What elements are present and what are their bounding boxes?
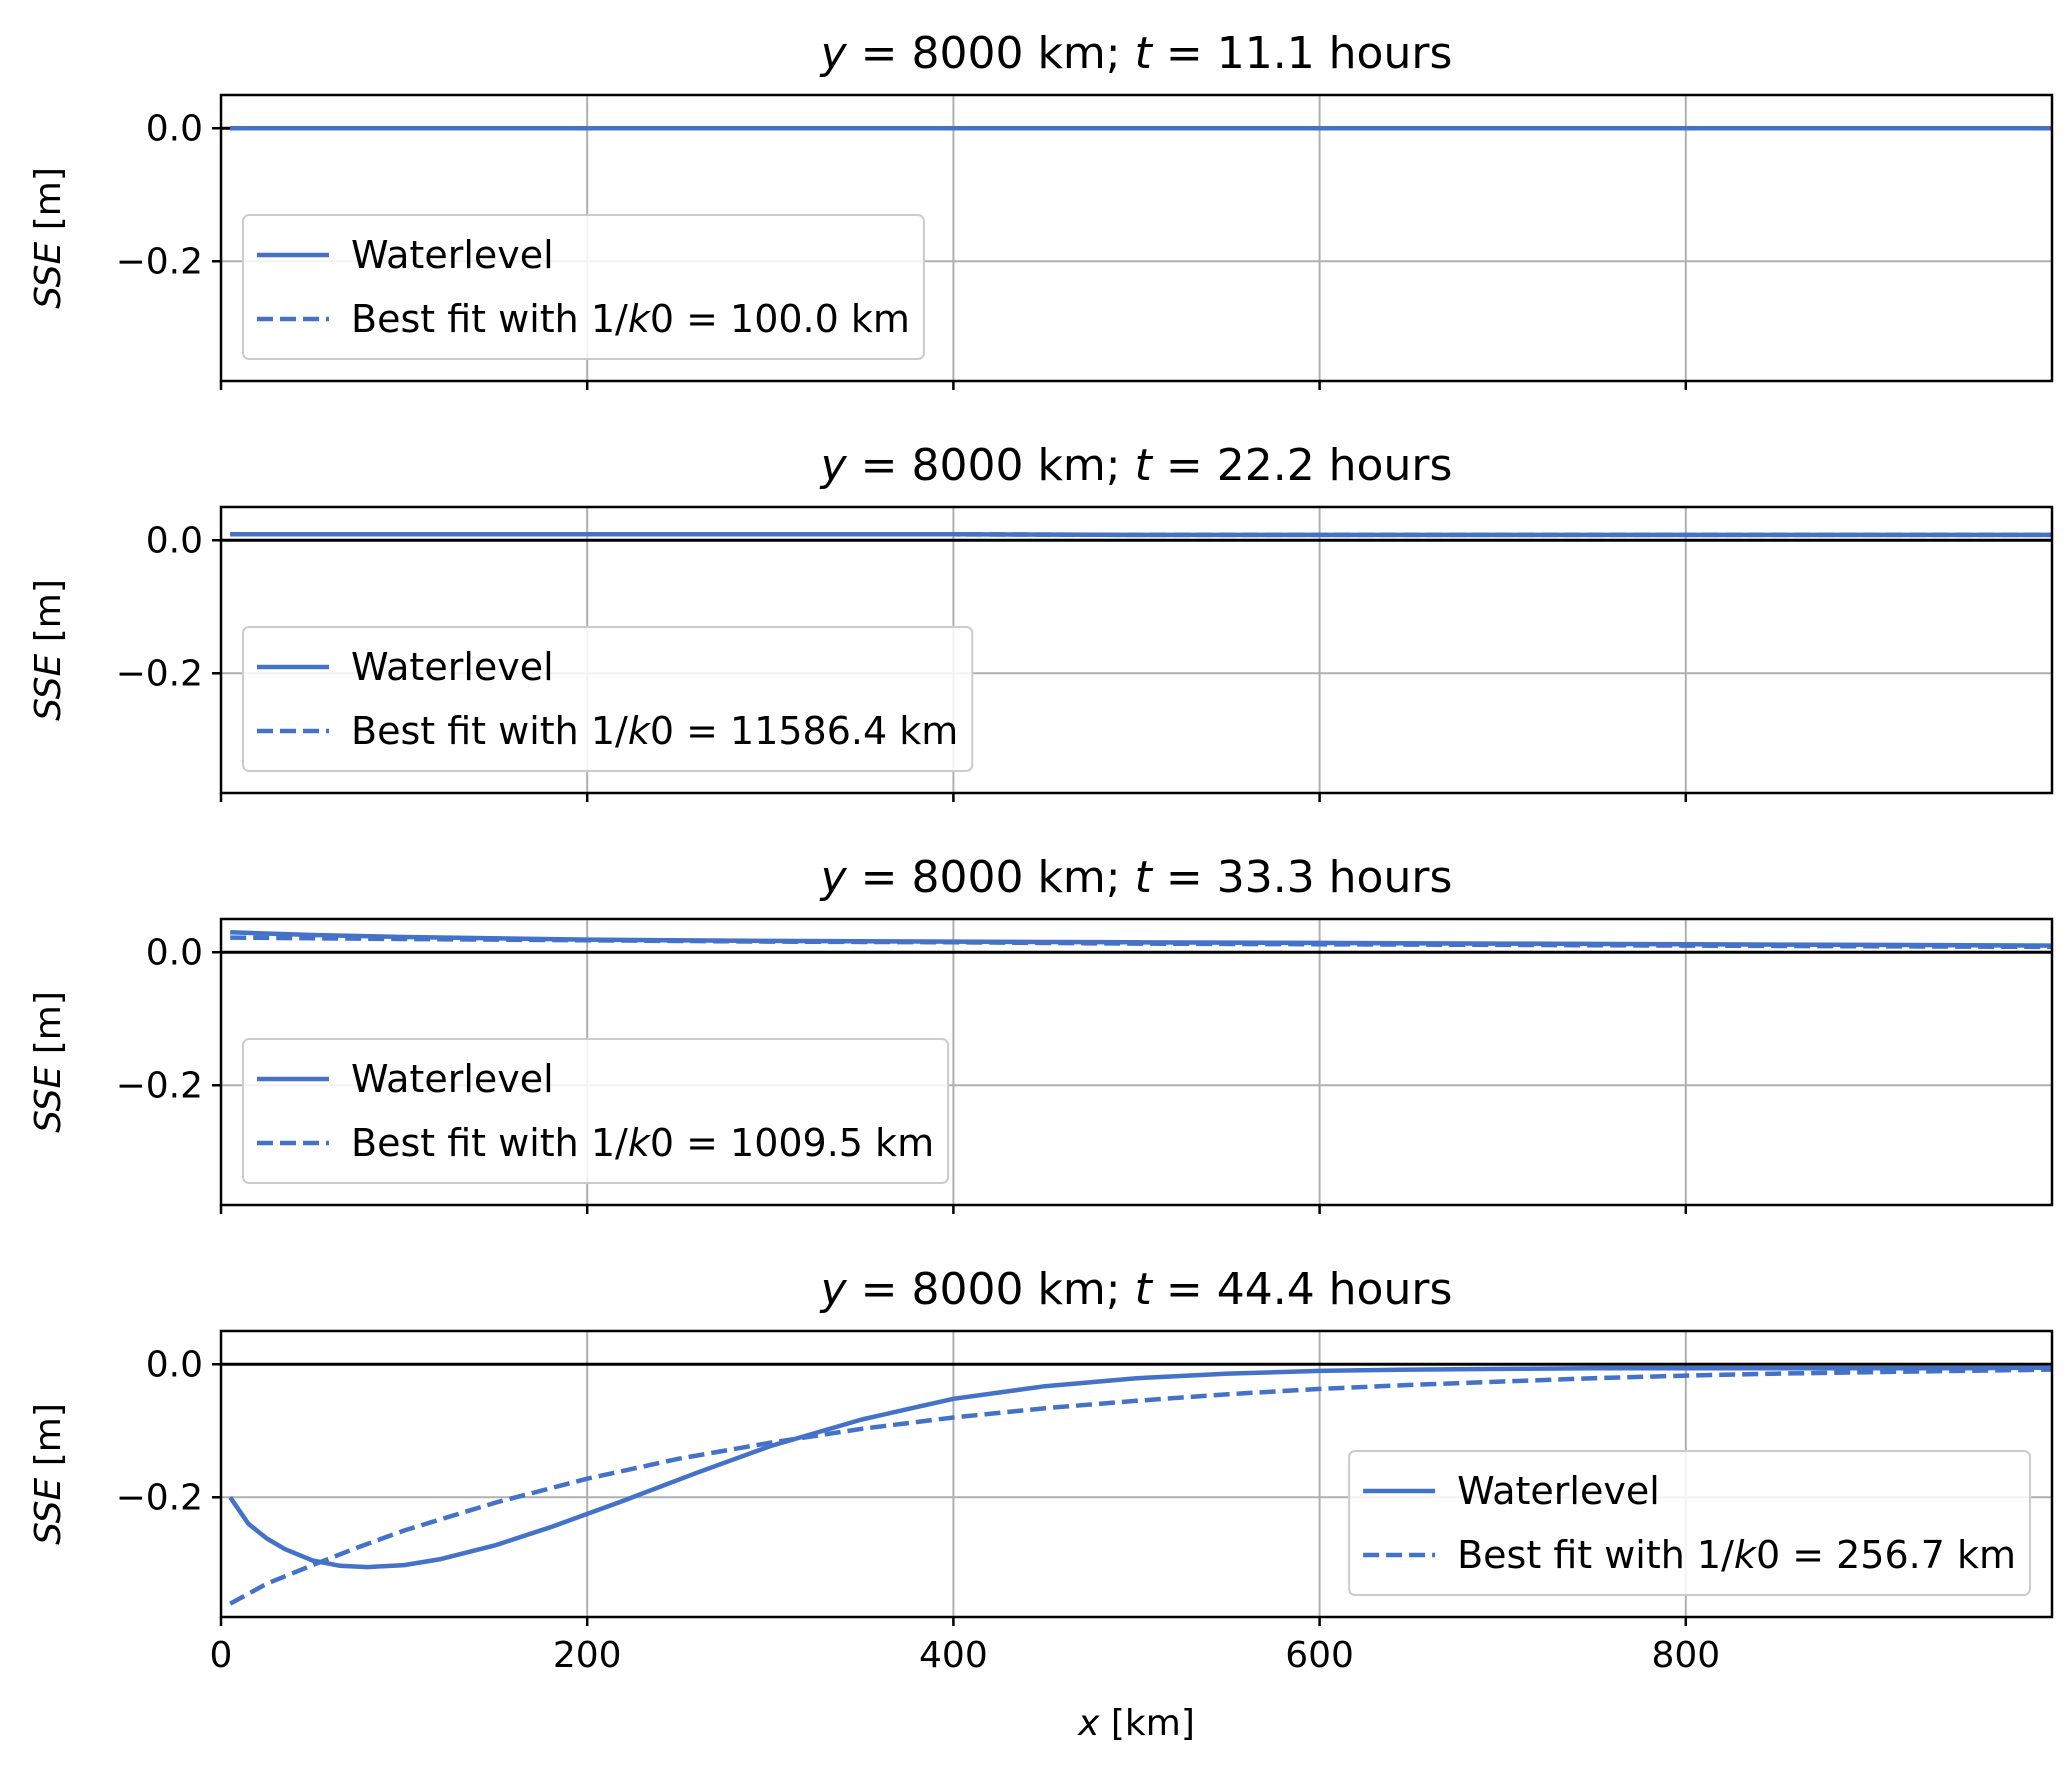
title-var-t: t	[1135, 28, 1154, 79]
series-line-best-fit	[230, 532, 2052, 538]
y-axis-label: SSE [m]	[28, 167, 69, 309]
title-text-t: = 33.3 hours	[1152, 852, 1453, 903]
x-tick-label: 0	[210, 1635, 233, 1676]
y-axis-label: SSE [m]	[28, 991, 69, 1133]
y-axis-label: SSE [m]	[28, 1403, 69, 1545]
legend: Waterlevel Best fit with 1/k0 = 100.0 km	[242, 214, 925, 360]
subplot-title: y = 8000 km; t = 11.1 hours	[819, 28, 1453, 79]
legend-text-var: k	[628, 709, 652, 753]
series-line-best-fit	[230, 935, 2052, 950]
legend: Waterlevel Best fit with 1/k0 = 11586.4 k…	[242, 626, 974, 772]
legend-text-pre: Best fit with 1/	[351, 709, 628, 753]
title-text-t: = 11.1 hours	[1152, 28, 1453, 79]
legend-text-post: 0 = 256.7 km	[1756, 1533, 2016, 1577]
plot-frame	[219, 505, 2054, 795]
y-tick-label: 0.0	[146, 1344, 203, 1385]
title-var-t: t	[1135, 440, 1154, 491]
title-var-y: y	[819, 28, 848, 79]
x-axis-label-var: x	[1077, 1703, 1100, 1744]
y-tick-label: 0.0	[146, 108, 203, 149]
legend-text-post: 0 = 100.0 km	[650, 297, 910, 341]
legend-box	[1348, 1450, 2031, 1596]
y-axis-label-unit: [m]	[28, 579, 69, 654]
legend-label-waterlevel: Waterlevel	[351, 1057, 554, 1101]
title-var-y: y	[819, 440, 848, 491]
title-text-y: = 8000 km;	[847, 440, 1135, 491]
y-axis-label-unit: [m]	[28, 991, 69, 1066]
legend-label-best-fit: Best fit with 1/k0 = 100.0 km	[351, 297, 910, 341]
title-var-t: t	[1135, 852, 1154, 903]
y-tick-label: 0.0	[146, 520, 203, 561]
legend-box	[242, 1038, 950, 1184]
series-line-best-fit	[229, 1367, 2052, 1606]
legend-label-best-fit: Best fit with 1/k0 = 11586.4 km	[351, 709, 958, 753]
legend-label-best-fit: Best fit with 1/k0 = 1009.5 km	[351, 1121, 934, 1165]
legend-label-waterlevel: Waterlevel	[351, 233, 554, 277]
y-tick-label: 0.0	[146, 932, 203, 973]
subplot-title: y = 8000 km; t = 44.4 hours	[819, 1264, 1453, 1315]
y-axis-label: SSE [m]	[28, 579, 69, 721]
plot-frame	[219, 917, 2054, 1207]
subplot-2: y = 8000 km; t = 22.2 hours 0.0 −0.2 SSE [m…	[28, 440, 2054, 802]
legend-text-pre: Best fit with 1/	[351, 1121, 628, 1165]
series-line-waterlevel	[228, 1365, 2052, 1570]
legend-label-waterlevel: Waterlevel	[351, 645, 554, 689]
x-tick-label: 400	[919, 1635, 988, 1676]
y-tick-label: −0.2	[116, 1477, 203, 1518]
y-axis-label-var: SSE	[28, 1065, 69, 1132]
title-text-y: = 8000 km;	[847, 852, 1135, 903]
subplot-title: y = 8000 km; t = 22.2 hours	[819, 440, 1453, 491]
y-axis-label-var: SSE	[28, 1477, 69, 1544]
title-var-t: t	[1135, 1264, 1154, 1315]
legend-text-post: 0 = 11586.4 km	[650, 709, 958, 753]
x-tick-label: 800	[1651, 1635, 1720, 1676]
legend-label-waterlevel: Waterlevel	[1457, 1469, 1660, 1513]
y-tick-label: −0.2	[116, 241, 203, 282]
legend-text-pre: Best fit with 1/	[1457, 1533, 1734, 1577]
subplot-1: y = 8000 km; t = 11.1 hours 0.0 −0.2 SSE [m…	[28, 28, 2054, 390]
legend-text-pre: Best fit with 1/	[351, 297, 628, 341]
title-var-y: y	[819, 852, 848, 903]
legend-box	[242, 626, 974, 772]
x-tick-label: 600	[1285, 1635, 1354, 1676]
plot-frame	[219, 93, 2054, 383]
subplot-title: y = 8000 km; t = 33.3 hours	[819, 852, 1453, 903]
legend-text-post: 0 = 1009.5 km	[650, 1121, 934, 1165]
title-var-y: y	[819, 1264, 848, 1315]
legend-text-var: k	[1734, 1533, 1758, 1577]
title-text-t: = 44.4 hours	[1152, 1264, 1453, 1315]
y-axis-label-unit: [m]	[28, 167, 69, 242]
y-axis-label-unit: [m]	[28, 1403, 69, 1478]
y-axis-label-var: SSE	[28, 653, 69, 720]
legend-text-var: k	[628, 297, 652, 341]
legend: Waterlevel Best fit with 1/k0 = 256.7 km	[1348, 1450, 2031, 1596]
title-text-y: = 8000 km;	[847, 1264, 1135, 1315]
y-axis-label-var: SSE	[28, 241, 69, 308]
legend-label-best-fit: Best fit with 1/k0 = 256.7 km	[1457, 1533, 2016, 1577]
x-axis-label: x [km]	[1077, 1703, 1195, 1744]
legend-box	[242, 214, 925, 360]
x-tick-label: 200	[553, 1635, 622, 1676]
title-text-y: = 8000 km;	[847, 28, 1135, 79]
legend: Waterlevel Best fit with 1/k0 = 1009.5 km	[242, 1038, 950, 1184]
subplot-4: y = 8000 km; t = 44.4 hours 0.0 −0.2 0 200 40…	[28, 1264, 2054, 1744]
y-tick-label: −0.2	[116, 653, 203, 694]
subplot-3: y = 8000 km; t = 33.3 hours 0.0 −0.2 SSE [m…	[28, 852, 2054, 1214]
title-text-t: = 22.2 hours	[1152, 440, 1453, 491]
y-tick-label: −0.2	[116, 1065, 203, 1106]
x-axis-label-unit: [km]	[1099, 1703, 1194, 1744]
legend-text-var: k	[628, 1121, 652, 1165]
plot-frame	[219, 1329, 2054, 1619]
